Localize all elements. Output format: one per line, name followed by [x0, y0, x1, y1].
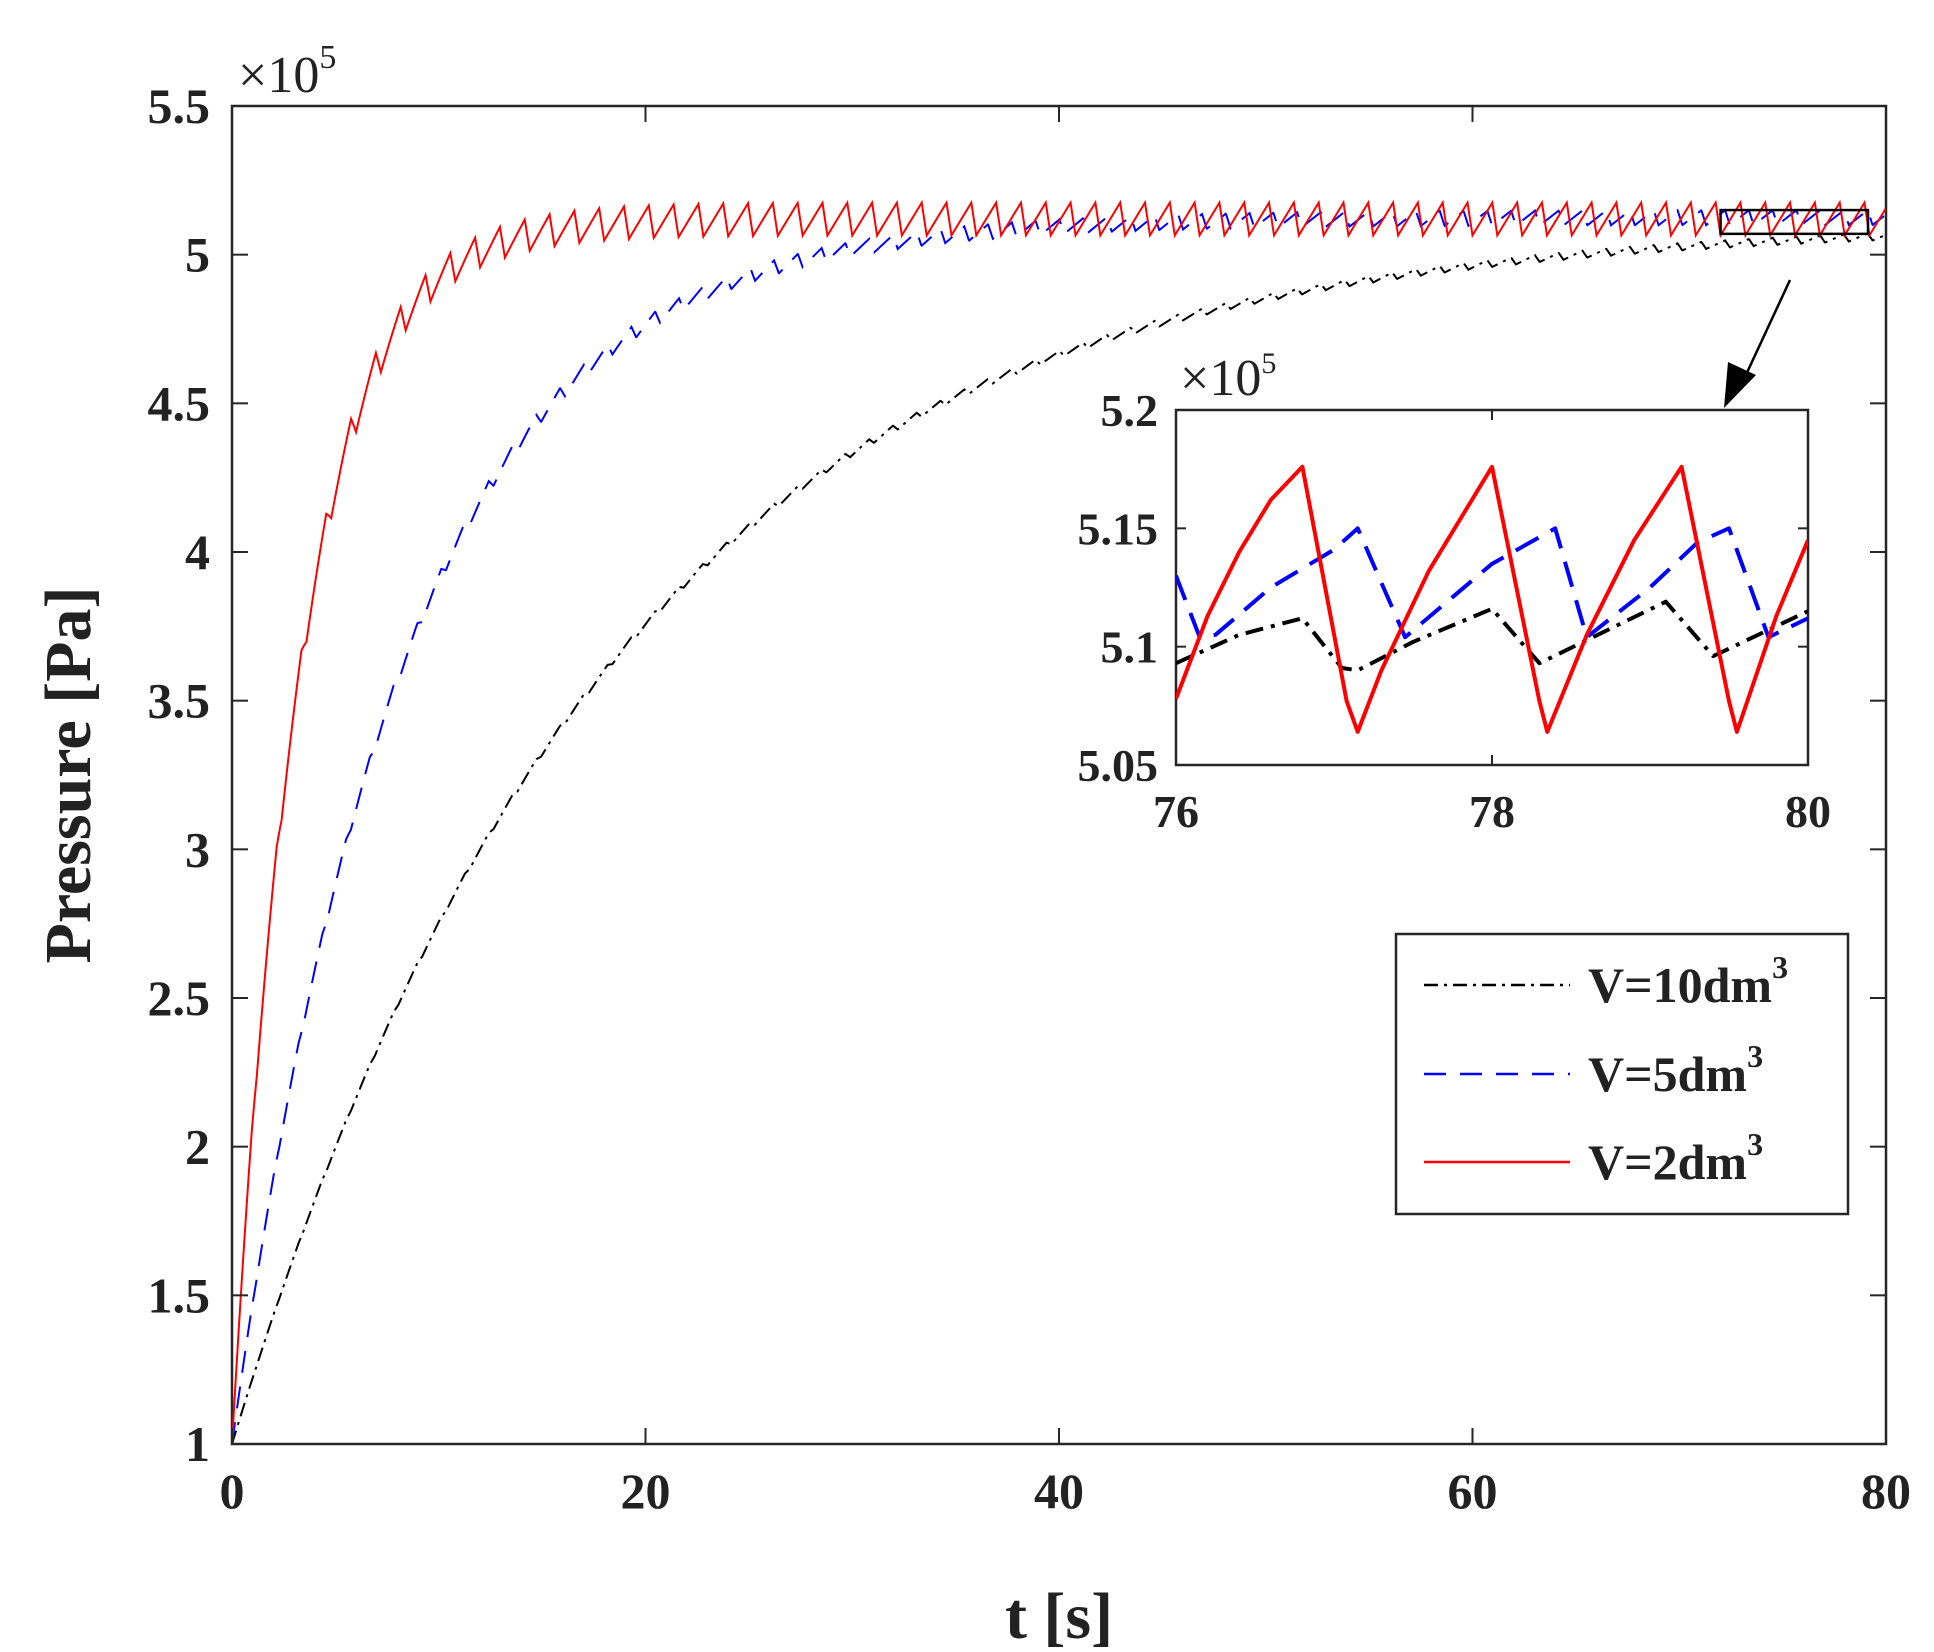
inset-y-tick-label: 5.1 [1101, 622, 1159, 673]
zoom-arrow-head [1724, 362, 1756, 408]
legend-label-v2: V=2dm3 [1588, 1126, 1763, 1190]
main-series-line-2 [232, 199, 1886, 1444]
inset-series-line-1 [1176, 526, 1808, 640]
inset-series-group [1176, 464, 1808, 734]
main-series-line-0 [232, 232, 1886, 1444]
x-axis-label: t [s] [1005, 1580, 1113, 1652]
inset-ticks-group: 76 78 80 5.05 5.1 5.15 5.2 [1078, 385, 1832, 837]
inset-y-tick-label: 5.05 [1078, 740, 1159, 791]
legend-sup-v2: 3 [1747, 1126, 1763, 1162]
inset-x-tick-label: 80 [1785, 786, 1831, 837]
zoom-region-box [1719, 208, 1870, 236]
x-tick-label: 80 [1861, 1463, 1911, 1519]
inset-y-multiplier-exp: 5 [1261, 347, 1276, 380]
legend: V=10dm3 V=5dm3 V=2dm3 [1394, 932, 1850, 1216]
y-axis-label: Pressure [Pa] [32, 587, 105, 964]
inset-y-tick-label: 5.2 [1101, 385, 1159, 436]
y-tick-label: 3 [185, 821, 210, 877]
x-tick-label: 40 [1034, 1463, 1084, 1519]
x-tick-label: 0 [220, 1463, 245, 1519]
y-tick-label: 2 [185, 1119, 210, 1175]
main-y-multiplier-exp: 5 [319, 39, 336, 76]
main-series-line-1 [232, 208, 1886, 1444]
legend-label-v5: V=5dm3 [1588, 1038, 1763, 1102]
legend-sup-v10: 3 [1772, 949, 1788, 985]
main-ticks-group: 0 20 40 60 80 1 1.5 2 2.5 3 3.5 4 4.5 5 5.5 [148, 78, 1912, 1519]
y-tick-label: 3.5 [148, 673, 211, 729]
inset-series-line-2 [1176, 464, 1808, 734]
x-tick-label: 60 [1448, 1463, 1498, 1519]
legend-sup-v5: 3 [1747, 1038, 1763, 1074]
y-tick-label: 5 [185, 227, 210, 283]
y-tick-label: 1 [185, 1416, 210, 1472]
inset-y-multiplier: ×105 [1180, 347, 1276, 407]
y-tick-label: 2.5 [148, 970, 211, 1026]
inset-x-tick-label: 76 [1153, 786, 1199, 837]
x-tick-label: 20 [621, 1463, 671, 1519]
y-tick-label: 5.5 [148, 78, 211, 134]
inset-series-line-0 [1176, 599, 1808, 673]
main-y-multiplier: ×105 [238, 39, 336, 104]
inset-plot-area [1174, 408, 1810, 767]
y-tick-label: 4.5 [148, 375, 211, 431]
legend-label-v10: V=10dm3 [1588, 949, 1788, 1013]
y-tick-label: 1.5 [148, 1267, 211, 1323]
inset-y-tick-label: 5.15 [1078, 503, 1159, 554]
main-plot-area [230, 104, 1888, 1446]
main-series-group [232, 199, 1886, 1444]
inset-x-tick-label: 78 [1469, 786, 1515, 837]
y-tick-label: 4 [185, 524, 210, 580]
